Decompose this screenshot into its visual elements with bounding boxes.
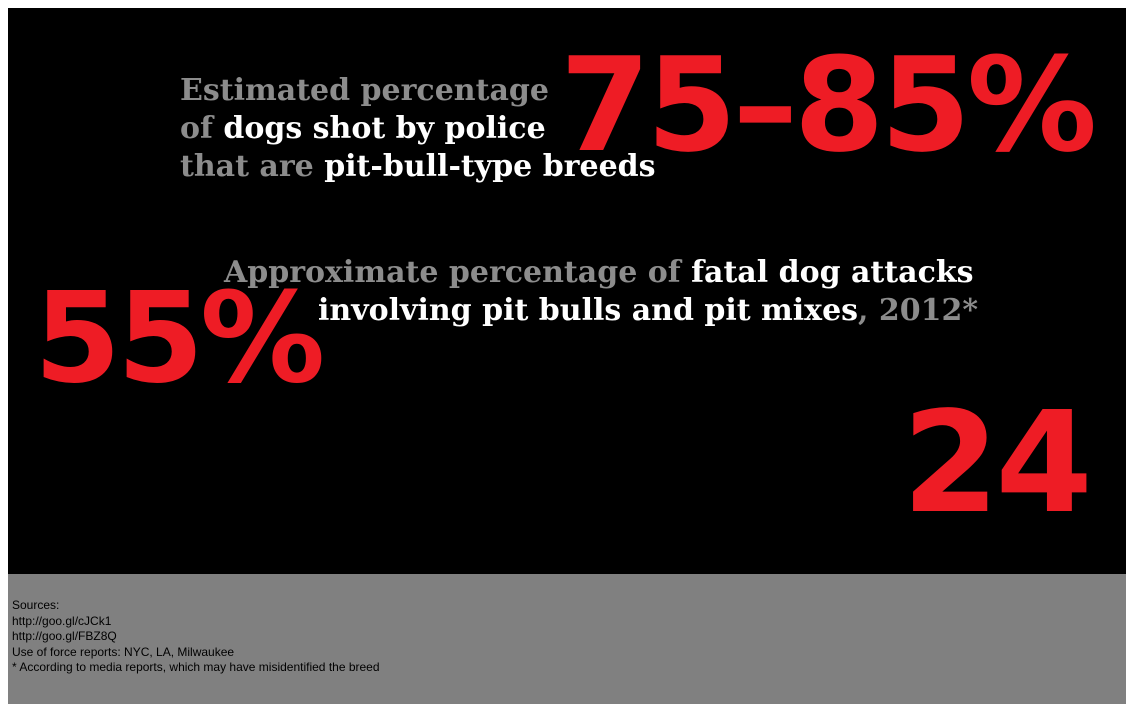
sources-list: Sources: http://goo.gl/cJCk1 http://goo.… <box>12 598 380 676</box>
sources-footer: Sources: http://goo.gl/cJCk1 http://goo.… <box>8 574 1126 704</box>
sources-heading: Sources: <box>12 598 60 612</box>
stat-fatal-attacks-description: Approximate percentage of fatal dog atta… <box>224 254 978 330</box>
text-run: involving pit bulls and pit mixes <box>318 293 859 328</box>
text-run: pit-bull-type breeds <box>324 149 656 184</box>
text-run: that are <box>180 149 325 184</box>
source-link[interactable]: http://goo.gl/FBZ8Q <box>12 629 117 643</box>
stat-police-shootings-description: Estimated percentage of dogs shot by pol… <box>180 72 656 186</box>
description-line: involving pit bulls and pit mixes, 2012* <box>224 292 978 330</box>
text-run: Estimated percentage <box>180 73 549 108</box>
text-run: , 2012* <box>858 293 979 328</box>
text-run: fatal dog attacks <box>691 255 974 290</box>
text-run: dogs shot by police <box>223 111 546 146</box>
source-link[interactable]: http://goo.gl/cJCk1 <box>12 613 112 628</box>
source-reports: Use of force reports: NYC, LA, Milwaukee <box>12 644 235 659</box>
text-run: of <box>180 111 224 146</box>
text-run: Approximate percentage of <box>224 255 692 290</box>
stat-police-shootings-value: 75–85% <box>560 29 1097 181</box>
description-line: Estimated percentage <box>180 72 656 110</box>
stat-other-breeds-value: 24 <box>902 382 1093 545</box>
infographic: Estimated percentage of dogs shot by pol… <box>8 8 1126 704</box>
description-line: that are pit-bull-type breeds <box>180 148 656 186</box>
stat-fatal-attacks-value: 55% <box>34 266 325 411</box>
description-line: Approximate percentage of fatal dog atta… <box>224 254 978 292</box>
description-line: of dogs shot by police <box>180 110 656 148</box>
source-footnote: * According to media reports, which may … <box>12 660 380 674</box>
